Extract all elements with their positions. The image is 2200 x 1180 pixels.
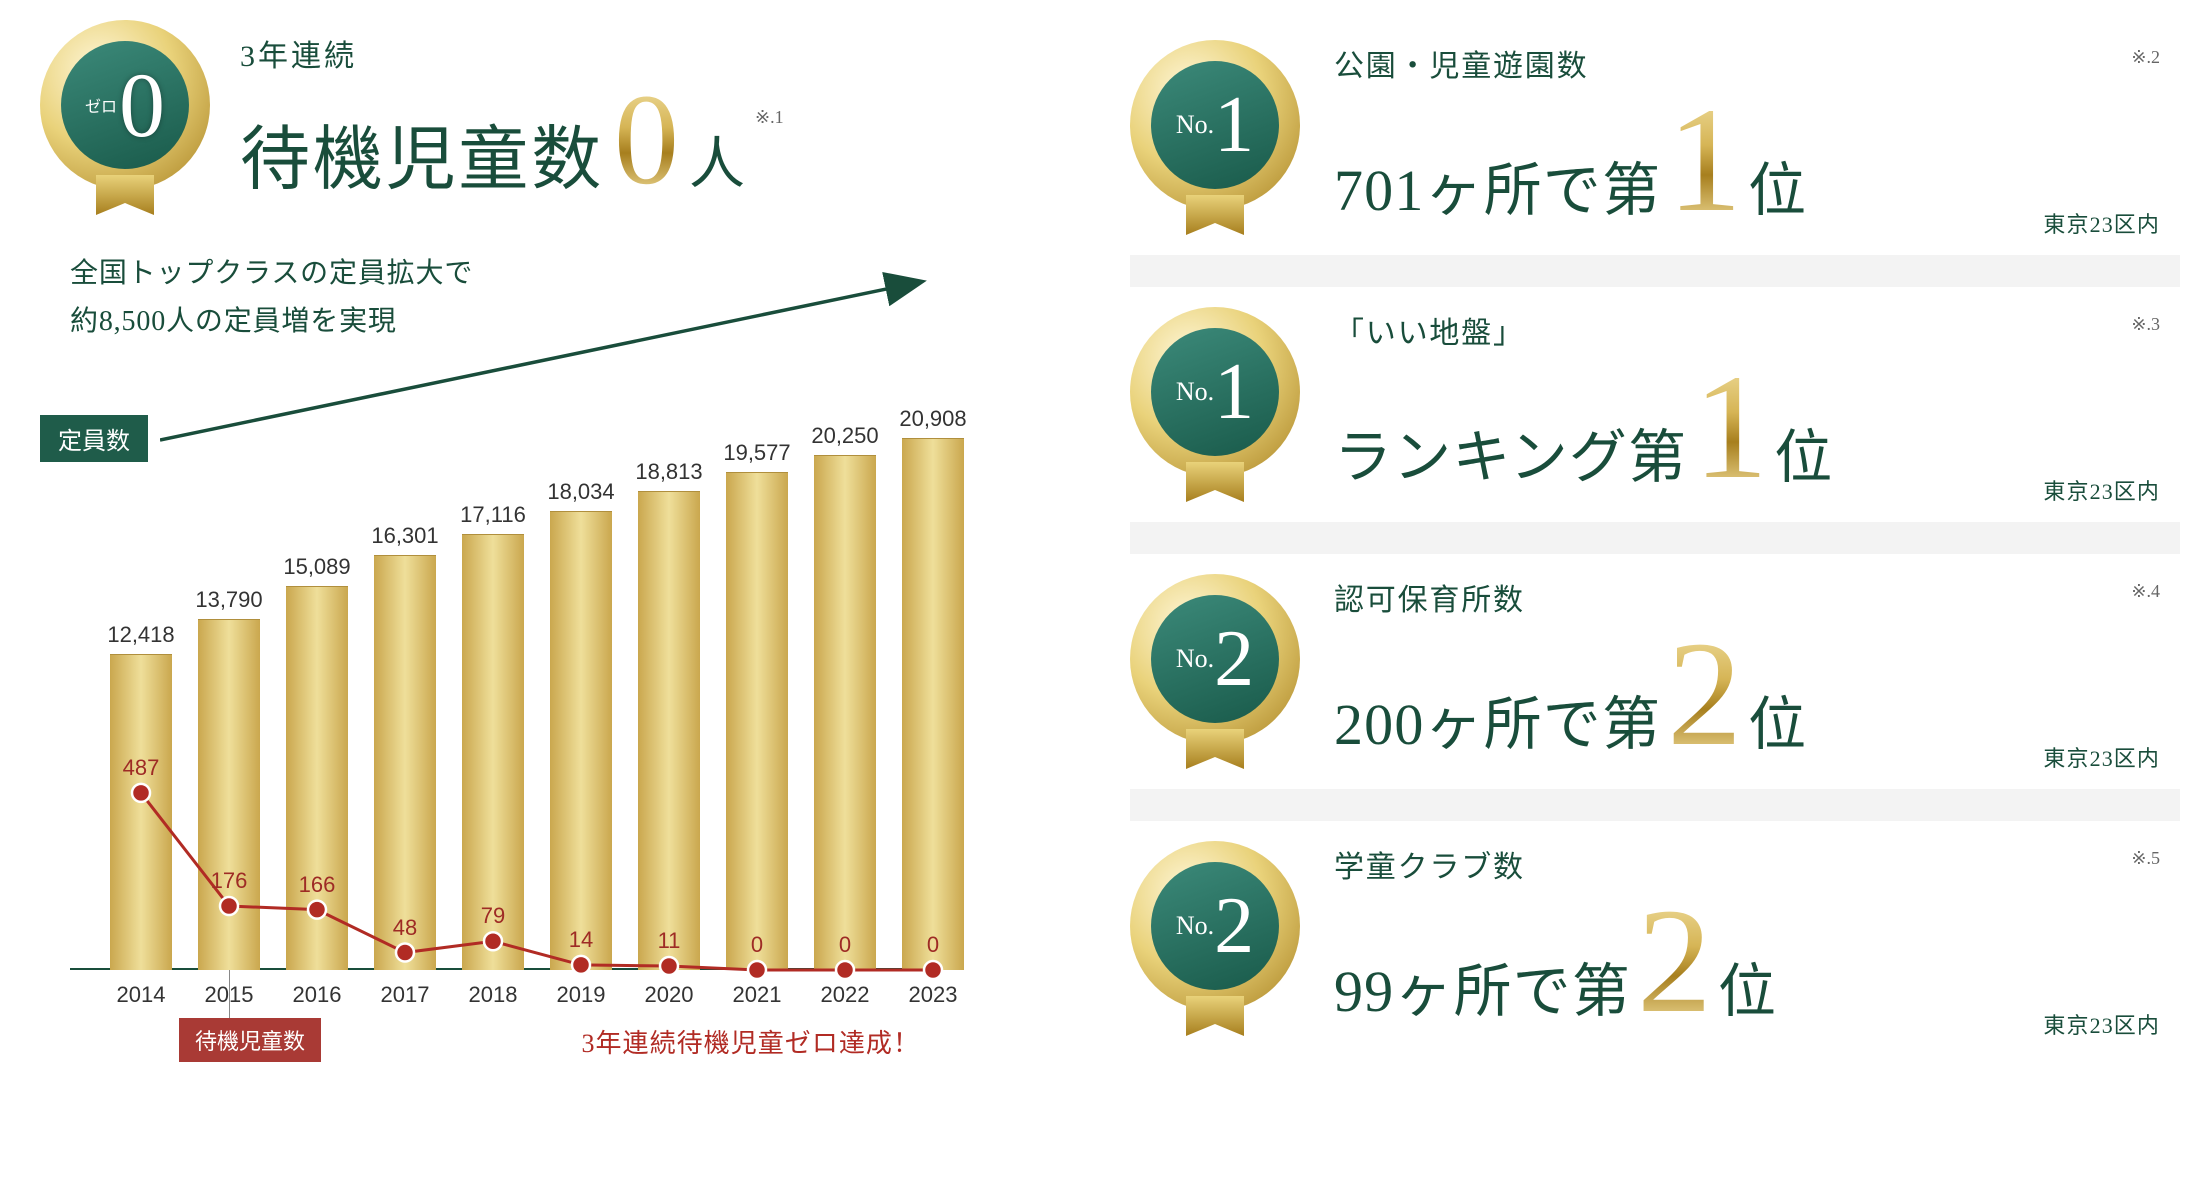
badge-zero: ゼロ 0 — [40, 20, 210, 215]
rank-unit: 位 — [1774, 410, 1832, 494]
badge-no-number: 2 — [1214, 619, 1254, 699]
rank-badge: No.1 — [1130, 40, 1300, 235]
year-label: 2020 — [627, 982, 711, 1008]
line-point-label: 0 — [839, 932, 851, 958]
year-label: 2022 — [803, 982, 887, 1008]
badge-big-text: 0 — [119, 59, 165, 151]
badge-no-number: 2 — [1214, 886, 1254, 966]
rank-lead: 701ヶ所で第 — [1334, 143, 1661, 227]
header-big-value: 0 — [614, 75, 679, 205]
year-label: 2021 — [715, 982, 799, 1008]
rank-sub: 東京23区内 — [2043, 1008, 2160, 1040]
badge-circle: ゼロ 0 — [40, 20, 210, 190]
rank-big-number: 1 — [1667, 85, 1742, 235]
bar-label: 17,116 — [433, 502, 553, 528]
card-separator — [1130, 789, 2180, 821]
rank-ref: ※.2 — [2131, 47, 2160, 68]
rank-text: 認可保育所数 200ヶ所で第 2 位 ※.4 東京23区内 — [1334, 575, 2180, 769]
badge-no-prefix: No. — [1176, 110, 1214, 140]
rank-small: 認可保育所数 — [1334, 575, 2180, 619]
line-point-label: 11 — [658, 928, 681, 954]
card-separator — [1130, 522, 2180, 554]
badge-ribbon-icon — [1186, 729, 1244, 769]
rank-text: 「いい地盤」 ランキング第 1 位 ※.3 東京23区内 — [1334, 308, 2180, 502]
rank-card: No.1 「いい地盤」 ランキング第 1 位 ※.3 東京23区内 — [1130, 287, 2180, 522]
year-label: 2014 — [99, 982, 183, 1008]
rank-sub: 東京23区内 — [2043, 207, 2160, 239]
rank-text: 学童クラブ数 99ヶ所で第 2 位 ※.5 東京23区内 — [1334, 842, 2180, 1036]
year-label: 2023 — [891, 982, 975, 1008]
year-label: 2017 — [363, 982, 447, 1008]
header-row: ゼロ 0 3年連続 待機児童数 0 人 ※.1 — [40, 20, 980, 215]
rank-ref: ※.4 — [2131, 581, 2160, 602]
badge-ribbon-icon — [96, 175, 154, 215]
year-label: 2019 — [539, 982, 623, 1008]
chart-area: 待機児童数 3年連続待機児童ゼロ達成！ 12,418201413,7902015… — [70, 340, 950, 1030]
line-point-label: 166 — [299, 872, 336, 898]
line-point-label: 487 — [123, 755, 160, 781]
badge-ribbon-icon — [1186, 195, 1244, 235]
header-ref: ※.1 — [755, 107, 784, 128]
header-subtitle: 3年連続 — [240, 31, 784, 75]
waitlist-line — [70, 730, 950, 970]
rank-lead: 200ヶ所で第 — [1334, 677, 1661, 761]
badge-no-prefix: No. — [1176, 911, 1214, 941]
rank-small: 公園・児童遊園数 — [1334, 41, 2180, 85]
rank-sub: 東京23区内 — [2043, 474, 2160, 506]
rank-card: No.2 認可保育所数 200ヶ所で第 2 位 ※.4 東京23区内 — [1130, 554, 2180, 789]
rank-unit: 位 — [1748, 143, 1806, 227]
legend-waitlist: 待機児童数 — [179, 1018, 321, 1062]
bar-label: 12,418 — [81, 622, 201, 648]
right-panel: No.1 公園・児童遊園数 701ヶ所で第 1 位 ※.2 東京23区内 No.… — [1130, 20, 2180, 1160]
badge-no-number: 1 — [1214, 352, 1254, 432]
rank-lead: ランキング第 — [1334, 410, 1687, 494]
badge-ribbon-icon — [1186, 462, 1244, 502]
rank-ref: ※.3 — [2131, 314, 2160, 335]
year-label: 2015 — [187, 982, 271, 1008]
rank-lead: 99ヶ所で第 — [1334, 944, 1631, 1028]
footer-note: 3年連続待機児童ゼロ達成！ — [581, 1023, 920, 1060]
badge-no-prefix: No. — [1176, 377, 1214, 407]
bar-label: 15,089 — [257, 554, 377, 580]
badge-no-prefix: No. — [1176, 644, 1214, 674]
bar-label: 20,908 — [873, 406, 993, 432]
rank-badge: No.2 — [1130, 841, 1300, 1036]
badge-small-text: ゼロ — [85, 93, 117, 117]
rank-card: No.2 学童クラブ数 99ヶ所で第 2 位 ※.5 東京23区内 — [1130, 821, 2180, 1056]
bar-label: 13,790 — [169, 587, 289, 613]
year-label: 2018 — [451, 982, 535, 1008]
header-text: 3年連続 待機児童数 0 人 ※.1 — [240, 31, 784, 205]
line-point-label: 14 — [569, 927, 593, 953]
rank-sub: 東京23区内 — [2043, 741, 2160, 773]
rank-ref: ※.5 — [2131, 848, 2160, 869]
rank-badge: No.2 — [1130, 574, 1300, 769]
line-point-label: 79 — [481, 903, 505, 929]
left-panel: ゼロ 0 3年連続 待機児童数 0 人 ※.1 全国トップクラスの定員拡大で約8… — [40, 20, 980, 1160]
rank-unit: 位 — [1748, 677, 1806, 761]
line-point-label: 0 — [751, 932, 763, 958]
badge-ribbon-icon — [1186, 996, 1244, 1036]
rank-big-number: 2 — [1637, 886, 1712, 1036]
rank-big-number: 2 — [1667, 619, 1742, 769]
line-point-label: 0 — [927, 932, 939, 958]
rank-badge: No.1 — [1130, 307, 1300, 502]
line-point-label: 48 — [393, 915, 417, 941]
badge-no-number: 1 — [1214, 85, 1254, 165]
line-point-label: 176 — [211, 868, 248, 894]
rank-big-number: 1 — [1693, 352, 1768, 502]
header-unit: 人 — [689, 119, 745, 200]
rank-unit: 位 — [1718, 944, 1776, 1028]
rank-small: 学童クラブ数 — [1334, 842, 2180, 886]
rank-text: 公園・児童遊園数 701ヶ所で第 1 位 ※.2 東京23区内 — [1334, 41, 2180, 235]
header-title: 待機児童数 — [240, 103, 604, 204]
year-label: 2016 — [275, 982, 359, 1008]
card-separator — [1130, 255, 2180, 287]
rank-card: No.1 公園・児童遊園数 701ヶ所で第 1 位 ※.2 東京23区内 — [1130, 20, 2180, 255]
